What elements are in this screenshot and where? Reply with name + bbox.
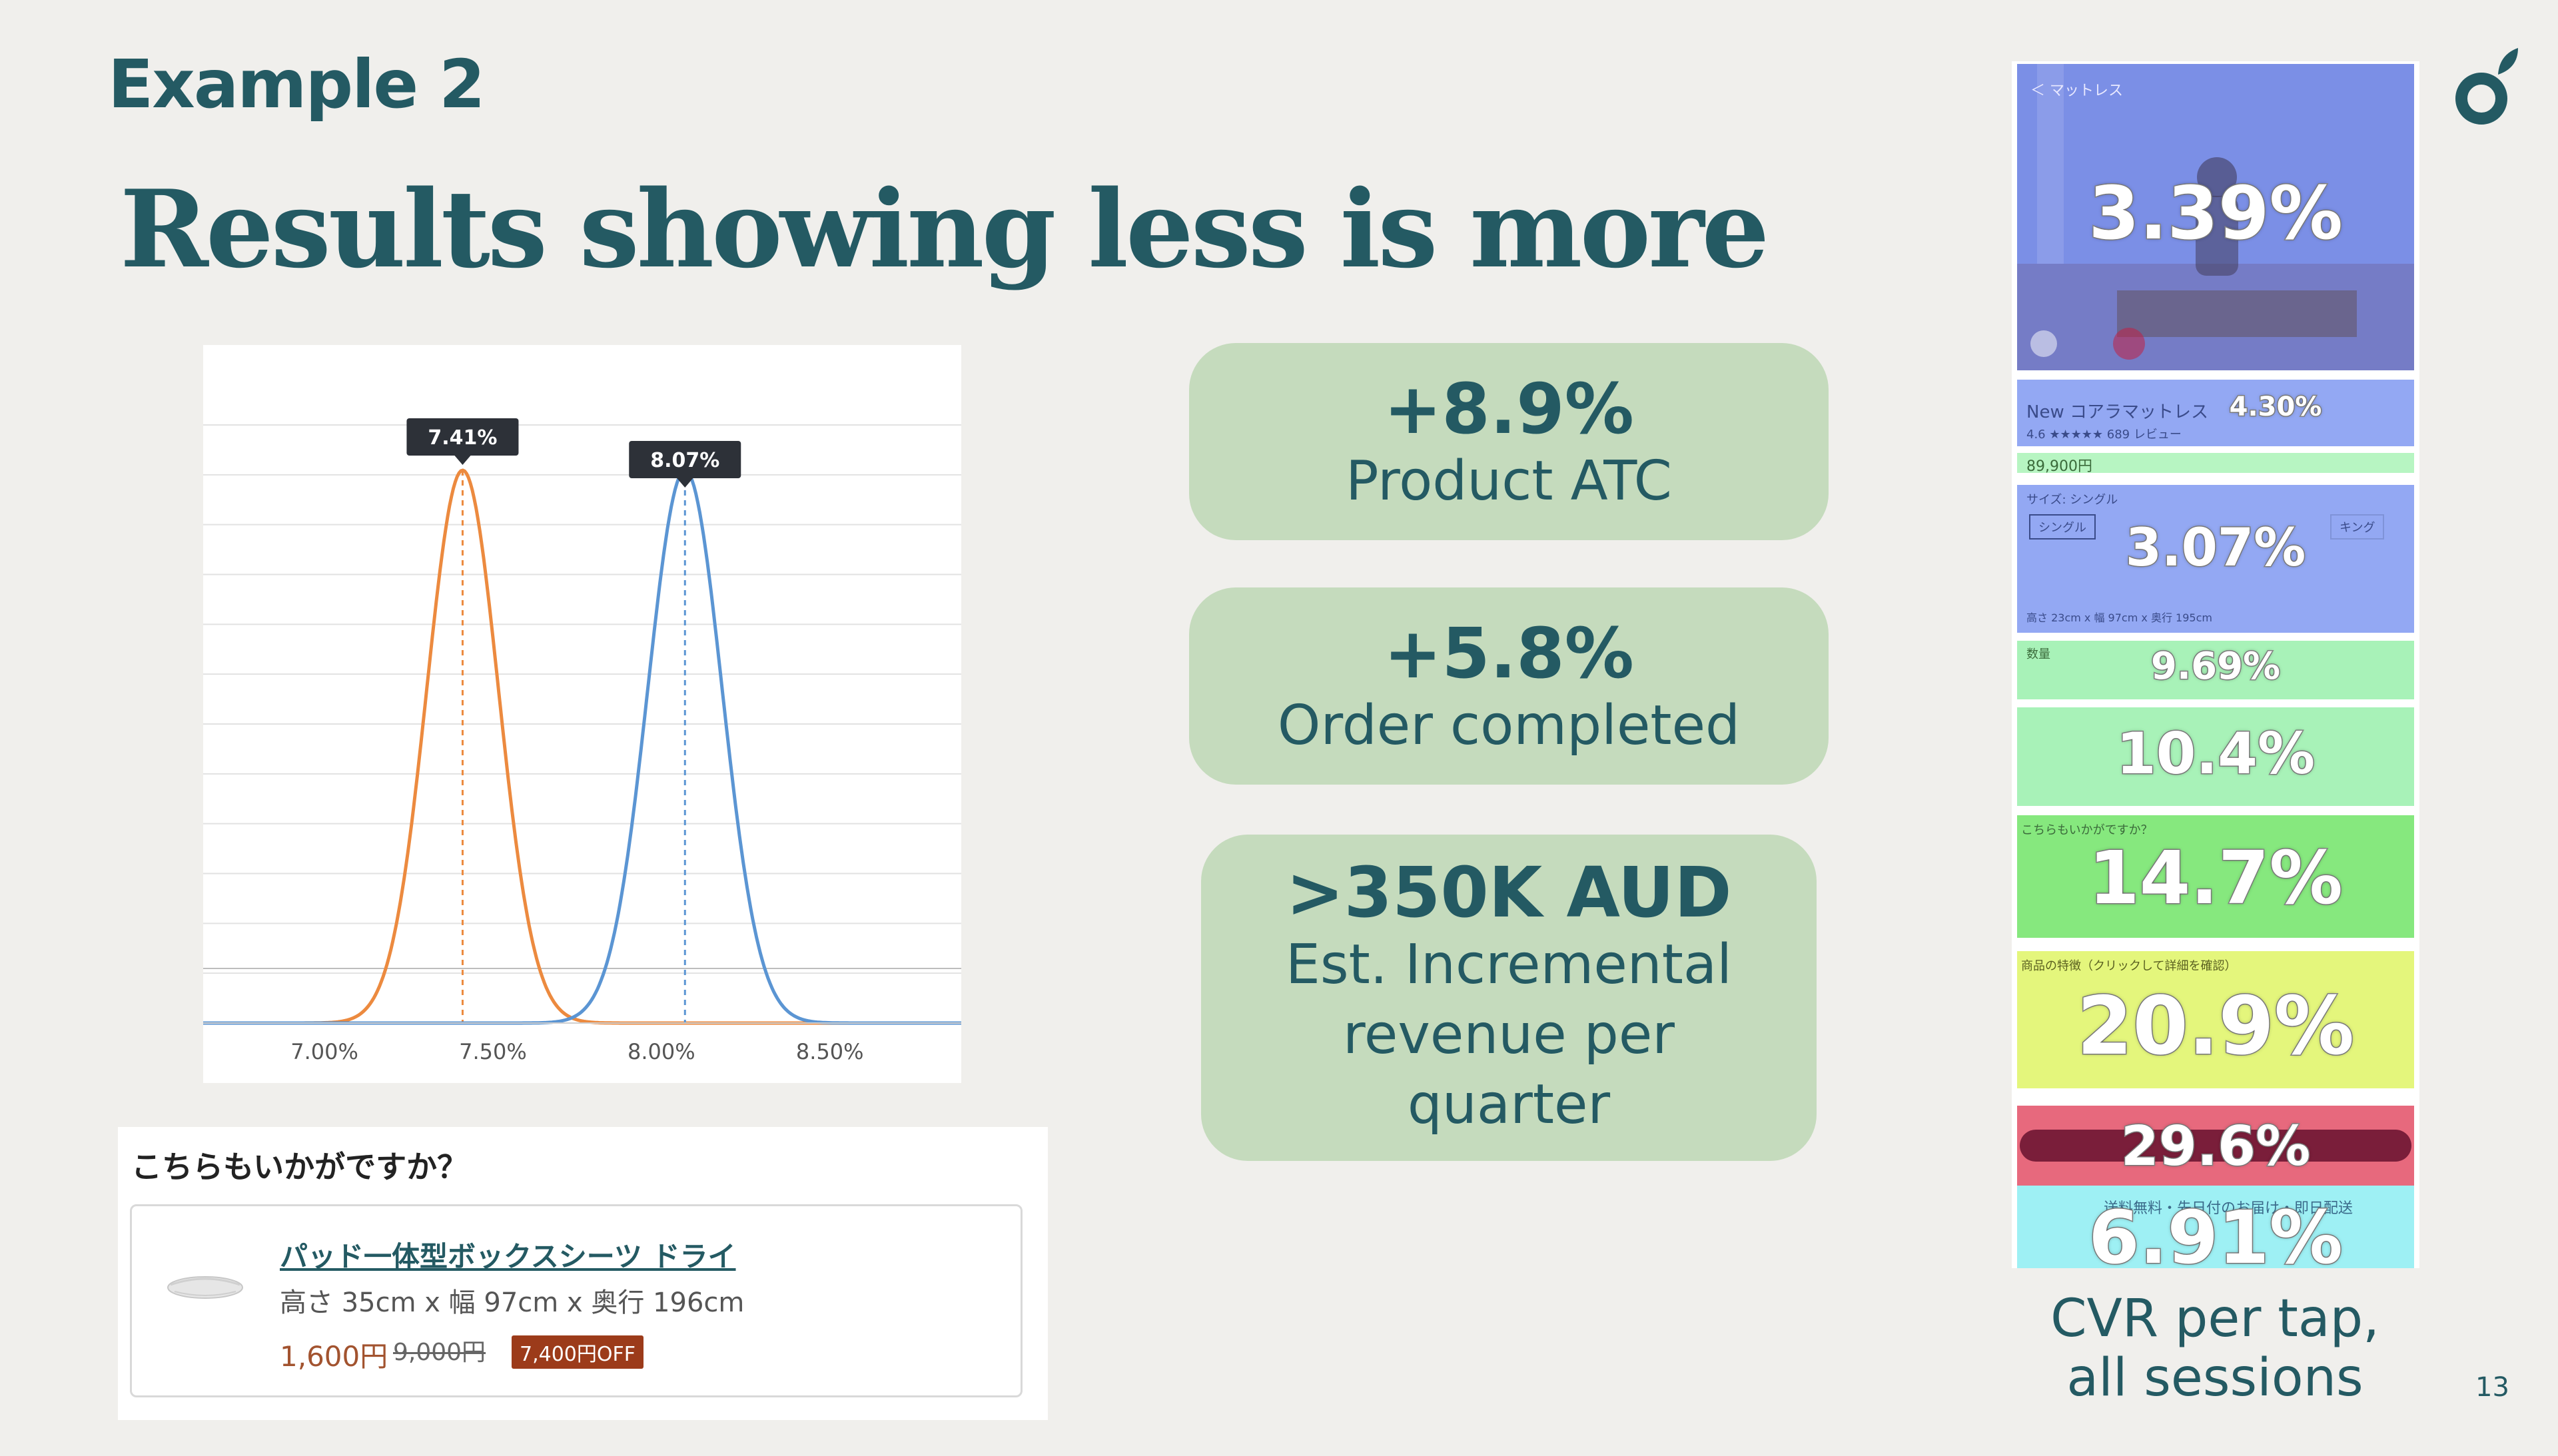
zone-value: 14.7% — [2088, 835, 2344, 922]
recommendation-card[interactable]: パッド一体型ボックスシーツ ドライ 高さ 35cm x 幅 97cm x 奥行 … — [130, 1204, 1023, 1397]
heatmap-zone-description: 10.4% — [2017, 707, 2414, 806]
heatmap-zone-video: ＜ マットレス 3.39% — [2017, 64, 2414, 370]
back-label[interactable]: ＜ マットレス — [2030, 83, 2123, 99]
qty-label: 数量 — [2026, 647, 2050, 661]
stat-label: Order completed — [1277, 694, 1741, 758]
size-dims: 高さ 23cm x 幅 97cm x 奥行 195cm — [2026, 611, 2212, 624]
rec-heading: こちらもいかがですか？ — [2021, 823, 2153, 837]
rating: 4.6 ★★★★★ 689 レビュー — [2026, 428, 2182, 442]
x-tick-label: 7.00% — [290, 1039, 358, 1064]
zone-value: 9.69% — [2150, 644, 2281, 689]
caption-line: all sessions — [2066, 1347, 2363, 1408]
product-title: New コアラマットレス — [2026, 402, 2208, 422]
x-tick-label: 8.50% — [796, 1039, 864, 1064]
peak-value-label: 7.41% — [428, 426, 497, 450]
stat-label-line: Est. Incremental — [1286, 933, 1732, 997]
page-number: 13 — [2475, 1372, 2509, 1403]
stat-card-order: +5.8% Order completed — [1189, 587, 1829, 785]
stat-value: +5.8% — [1384, 613, 1634, 694]
features-heading: 商品の特徴（クリックして詳細を確認） — [2021, 959, 2237, 973]
zone-value: 4.30% — [2228, 391, 2323, 424]
stat-label-line: revenue per — [1342, 1003, 1675, 1067]
discount-badge: 7,400円OFF — [512, 1335, 644, 1369]
stat-value: +8.9% — [1384, 368, 1634, 450]
heatmap-zone-quantity: 数量 9.69% — [2017, 641, 2414, 699]
heatmap-caption: CVR per tap, all sessions — [2038, 1289, 2391, 1408]
chart-svg: 7.41% 8.07% 7.00% 7.50% 8.00% 8.50% — [203, 418, 961, 1064]
product-dimensions: 高さ 35cm x 幅 97cm x 奥行 196cm — [280, 1287, 745, 1318]
recommendation-heading: こちらもいかがですか？ — [131, 1149, 468, 1185]
product-name-link[interactable]: パッド一体型ボックスシーツ ドライ — [280, 1240, 736, 1273]
brand-logo-icon — [2455, 48, 2518, 125]
slide-title: Results showing less is more — [120, 167, 1769, 292]
product-original-price: 9,000円 — [393, 1339, 486, 1366]
recommendation-widget: こちらもいかがですか？ パッド一体型ボックスシーツ ドライ 高さ 35cm x … — [118, 1127, 1048, 1420]
x-tick-label: 7.50% — [459, 1039, 527, 1064]
zone-value: 3.39% — [2088, 170, 2344, 257]
size-option-single[interactable]: シングル — [2029, 514, 2096, 540]
series-line-1 — [203, 468, 961, 1025]
peak-tooltip-pointer — [677, 478, 693, 488]
price: 89,900円 — [2026, 458, 2092, 475]
peak-value-label: 8.07% — [650, 449, 719, 472]
stat-card-atc: +8.9% Product ATC — [1189, 343, 1829, 540]
stat-label: Product ATC — [1346, 450, 1672, 514]
size-option-king[interactable]: キング — [2330, 514, 2385, 540]
peak-tooltip — [629, 441, 741, 478]
add-to-cart-bar[interactable] — [2020, 1130, 2411, 1162]
series-line-2 — [203, 468, 961, 1025]
peak-tooltip — [406, 418, 519, 456]
heatmap-zone-title: New コアラマットレス 4.6 ★★★★★ 689 レビュー 4.30% — [2017, 380, 2414, 446]
zone-value: 10.4% — [2115, 720, 2316, 789]
heatmap-zone-recommendation[interactable]: こちらもいかがですか？ 14.7% — [2017, 815, 2414, 938]
caption-line: CVR per tap, — [2050, 1289, 2379, 1349]
distribution-chart: 7.41% 8.07% 7.00% 7.50% 8.00% 8.50% — [203, 345, 961, 1083]
stat-value: >350K AUD — [1286, 852, 1732, 933]
size-label: サイズ: シングル — [2026, 493, 2118, 507]
heatmap-zone-size: サイズ: シングル シングル キング 高さ 23cm x 幅 97cm x 奥行… — [2017, 485, 2414, 633]
zone-value: 6.91% — [2088, 1194, 2344, 1269]
stat-card-revenue: >350K AUD Est. Incremental revenue per q… — [1201, 835, 1817, 1161]
stat-label-line: quarter — [1407, 1073, 1611, 1137]
heatmap-zone-features[interactable]: 商品の特徴（クリックして詳細を確認） 20.9% — [2017, 951, 2414, 1088]
product-price: 1,600円 — [280, 1340, 388, 1373]
peak-tooltip-pointer — [454, 456, 471, 465]
heatmap-zone-price: 89,900円 — [2017, 453, 2414, 475]
zone-value: 29.6% — [2120, 1114, 2311, 1180]
slide-eyebrow: Example 2 — [108, 45, 486, 123]
heatmap-zone-add-to-cart[interactable]: 29.6% — [2017, 1106, 2414, 1186]
video-person-icon — [2017, 64, 2414, 370]
shipping-text: 送料無料・先日付のお届け・即日配送 — [2104, 1200, 2353, 1217]
x-tick-label: 8.00% — [628, 1039, 695, 1064]
tap-heatmap: ＜ マットレス 3.39% New コアラマットレス 4.6 ★★★★★ 689… — [2012, 61, 2419, 1268]
zone-value: 20.9% — [2076, 980, 2355, 1074]
heatmap-zone-shipping: 送料無料・先日付のお届け・即日配送 6.91% — [2017, 1186, 2414, 1268]
zone-value: 3.07% — [2124, 518, 2307, 579]
sheet-product-icon — [167, 1276, 243, 1299]
